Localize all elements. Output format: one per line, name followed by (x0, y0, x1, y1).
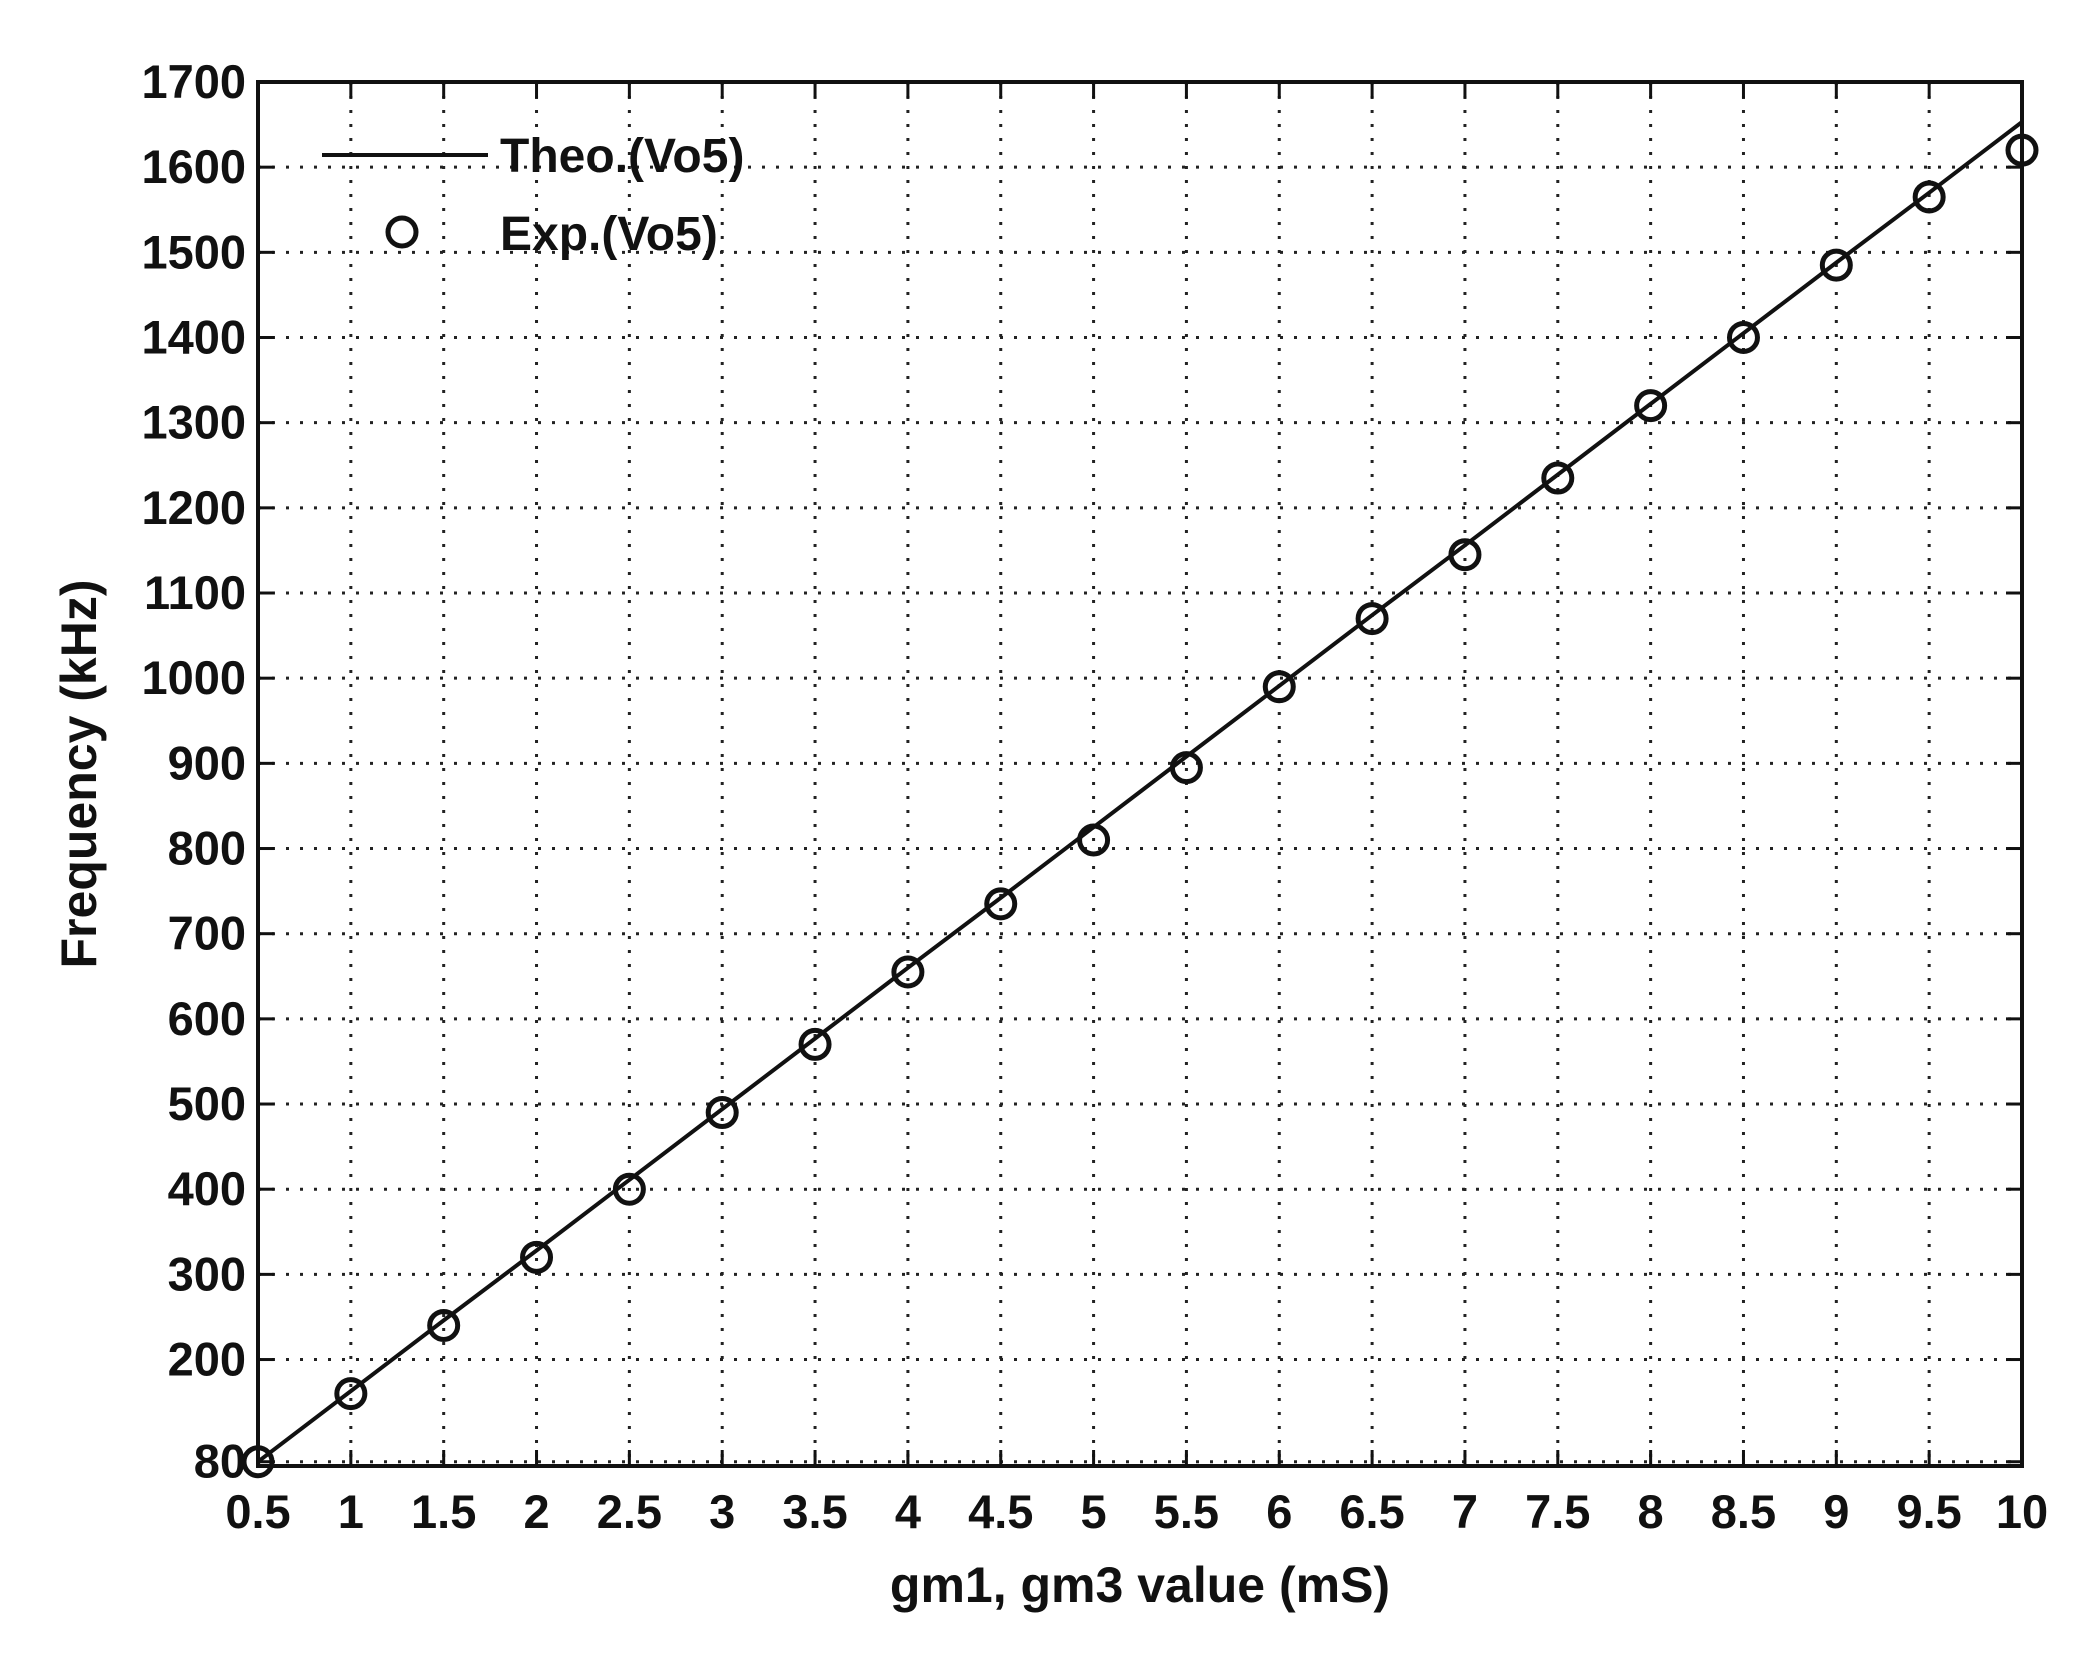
x-tick-label: 0.5 (225, 1485, 290, 1538)
y-tick-label: 300 (168, 1247, 246, 1300)
data-point-exp (427, 1308, 461, 1342)
x-tick-label: 7.5 (1525, 1485, 1590, 1538)
data-point-exp (520, 1240, 554, 1274)
y-tick-label: 1200 (141, 481, 246, 534)
x-axis-label: gm1, gm3 value (mS) (890, 1557, 1390, 1613)
data-point-exp (612, 1172, 646, 1206)
y-tick-label: 1100 (144, 566, 246, 619)
data-point-exp (1169, 751, 1203, 785)
x-tick-label: 4 (895, 1485, 921, 1538)
x-tick-label: 3 (709, 1485, 735, 1538)
y-tick-label: 900 (168, 736, 246, 789)
x-tick-label: 6.5 (1339, 1485, 1404, 1538)
series-layer (241, 120, 2039, 1479)
x-tick-label: 2 (523, 1485, 549, 1538)
y-tick-label: 700 (168, 907, 246, 960)
data-point-exp (1634, 389, 1668, 423)
x-tick-label: 3.5 (782, 1485, 847, 1538)
y-tick-label: 800 (168, 822, 246, 875)
y-tick-labels: 80 200 300 400 500 600 700 800 900 1000 1100 1200 13… (141, 55, 246, 1488)
x-tick-label: 5 (1081, 1485, 1107, 1538)
y-tick-label: 1300 (141, 396, 246, 449)
tick-layer (256, 80, 2024, 1466)
data-point-exp (984, 887, 1018, 921)
x-tick-label: 1.5 (411, 1485, 476, 1538)
y-tick-label: 1400 (141, 311, 246, 364)
y-tick-label: 500 (168, 1077, 246, 1130)
y-axis-label: Frequency (kHz) (51, 580, 107, 969)
legend-label-exp: Exp.(Vo5) (500, 208, 718, 261)
data-point-exp (334, 1377, 368, 1411)
x-tick-label: 8.5 (1711, 1485, 1776, 1538)
data-point-exp (891, 955, 925, 989)
data-point-exp (798, 1027, 832, 1061)
data-point-exp (1541, 461, 1575, 495)
y-tick-label: 1700 (141, 55, 246, 108)
y-tick-label: 1000 (141, 651, 246, 704)
y-tick-label: 600 (168, 992, 246, 1045)
plot-frame (256, 80, 2024, 1468)
data-point-exp (1077, 823, 1111, 857)
y-tick-label: 1500 (141, 225, 246, 278)
y-tick-label: 200 (168, 1333, 246, 1386)
x-tick-label: 7 (1452, 1485, 1478, 1538)
data-point-exp (1912, 180, 1946, 214)
x-tick-label: 1 (338, 1485, 364, 1538)
data-point-exp (705, 1096, 739, 1130)
data-point-exp (1819, 248, 1853, 282)
x-tick-label: 8 (1638, 1485, 1664, 1538)
data-point-exp (1448, 538, 1482, 572)
x-tick-labels: 0.5 1 1.5 2 2.5 3 3.5 4 4.5 5 5.5 6 6.5 7 7.5 8 8.5 9 9.5 1… (225, 1485, 2048, 1538)
x-tick-label: 4.5 (968, 1485, 1033, 1538)
x-tick-label: 6 (1266, 1485, 1292, 1538)
x-tick-label: 10 (1996, 1485, 2048, 1538)
legend-label-theo: Theo.(Vo5) (500, 130, 744, 183)
x-tick-label: 9 (1823, 1485, 1849, 1538)
legend-marker-sample (385, 215, 419, 249)
y-tick-label: 80 (194, 1435, 246, 1488)
x-tick-label: 9.5 (1896, 1485, 1961, 1538)
legend: Theo.(Vo5) Exp.(Vo5) (322, 130, 744, 261)
y-tick-label: 1600 (141, 140, 246, 193)
x-tick-label: 5.5 (1154, 1485, 1219, 1538)
data-point-exp (1355, 602, 1389, 636)
series-line-theo (256, 120, 2024, 1464)
data-point-exp (1726, 321, 1760, 355)
x-tick-label: 2.5 (597, 1485, 662, 1538)
y-tick-label: 400 (168, 1162, 246, 1215)
data-point-exp (1262, 670, 1296, 704)
